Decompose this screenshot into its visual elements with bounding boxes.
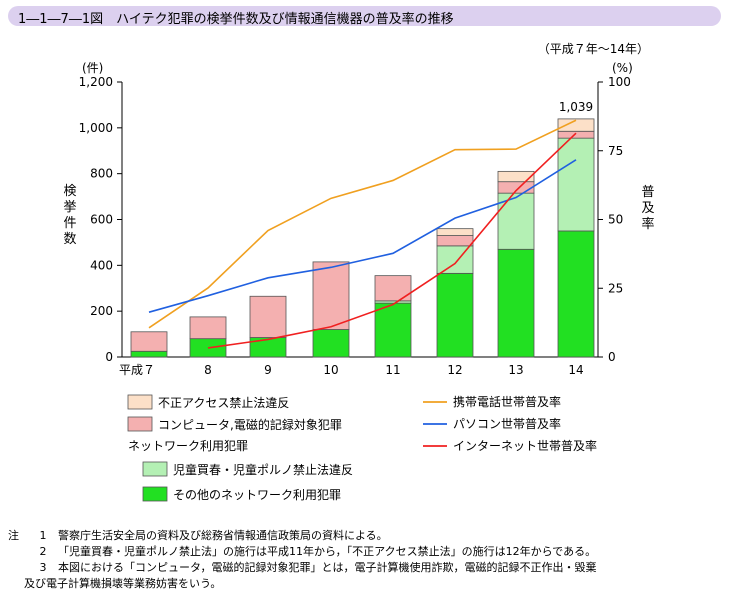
bar-segment xyxy=(497,248,535,358)
note-1: 注 1 警察庁生活安全局の資料及び総務省情報通信政策局の資料による。 xyxy=(8,528,596,544)
legend-label: 児童買春・児童ポルノ禁止法違反 xyxy=(173,462,353,477)
note-number: 3 xyxy=(39,561,47,574)
x-tick-label: 10 xyxy=(323,363,338,377)
legend-label: その他のネットワーク利用犯罪 xyxy=(173,488,341,502)
left-tick-label: 400 xyxy=(90,258,113,272)
left-tick-label: 800 xyxy=(90,167,113,181)
right-tick-label: 75 xyxy=(608,144,623,158)
bar-segment xyxy=(436,245,474,274)
legend-swatch xyxy=(142,461,168,477)
bar-segment xyxy=(557,130,595,139)
notes: 注 1 警察庁生活安全局の資料及び総務省情報通信政策局の資料による。 2 「児童… xyxy=(8,528,596,592)
left-axis-title-char: 件 xyxy=(63,216,76,231)
right-axis-unit: (%) xyxy=(612,61,633,75)
x-tick-label: 12 xyxy=(447,363,462,377)
legend-label: 不正アクセス禁止法違反 xyxy=(158,396,289,410)
bar-segment xyxy=(436,228,474,236)
note-number: 1 xyxy=(39,529,47,542)
x-tick-label: 8 xyxy=(204,363,212,377)
chart-title: 1―1―7―1図 ハイテク犯罪の検挙件数及び情報通信機器の普及率の推移 xyxy=(18,12,454,27)
legend-swatch xyxy=(142,486,168,502)
left-axis-title-char: 挙 xyxy=(63,200,76,215)
left-tick-label: 1,200 xyxy=(79,75,113,89)
note-text: 「児童買春・児童ポルノ禁止法」の施行は平成11年から，「不正アクセス禁止法」の施… xyxy=(58,545,597,558)
legend-swatch xyxy=(127,394,153,410)
period-label: （平成７年～14年） xyxy=(537,42,649,56)
x-tick-label: 11 xyxy=(385,363,400,377)
chart-canvas: 0 200 400 600 800 1,000 1,200 0 25 50 75 100 (件) (%) 検… xyxy=(63,61,654,502)
right-axis-title-char: 及 xyxy=(641,201,654,216)
right-tick-label: 0 xyxy=(608,350,616,364)
legend-label: 携帯電話世帯普及率 xyxy=(453,394,561,409)
bar-segment xyxy=(312,329,350,358)
bar-segment xyxy=(189,316,227,340)
bar-segment xyxy=(497,192,535,250)
legend-label: インターネット世帯普及率 xyxy=(453,438,597,453)
bar-segment xyxy=(497,170,535,183)
title-bar xyxy=(8,6,721,26)
bar-segment xyxy=(312,261,350,330)
bar-segment xyxy=(130,350,168,358)
bar-segment xyxy=(436,272,474,358)
left-axis-title-char: 数 xyxy=(63,232,76,247)
left-tick-label: 0 xyxy=(105,350,113,364)
left-tick-label: 200 xyxy=(90,304,113,318)
x-tick-label: 9 xyxy=(264,363,272,377)
right-tick-label: 50 xyxy=(608,213,623,227)
legend-label: パソコン世帯普及率 xyxy=(453,416,561,431)
note-2: 2 「児童買春・児童ポルノ禁止法」の施行は平成11年から，「不正アクセス禁止法」… xyxy=(8,544,597,560)
note-3: 3 本図における「コンピュータ，電磁的記録対象犯罪」とは，電子計算機使用詐欺，電… xyxy=(8,560,597,576)
note-label xyxy=(8,560,28,576)
bar-segment xyxy=(436,235,474,247)
series-line xyxy=(148,119,577,329)
legend-group-label: ネットワーク利用犯罪 xyxy=(128,439,248,453)
note-label: 注 xyxy=(8,529,19,542)
bar-segment xyxy=(374,302,412,358)
note-3-continued: 及び電子計算機損壊等業務妨害をいう。 xyxy=(8,576,596,592)
legend-label: コンピュータ,電磁的記録対象犯罪 xyxy=(158,417,342,432)
series-line xyxy=(207,132,577,349)
x-tick-label: 平成７ xyxy=(119,363,155,377)
left-axis-title-char: 検 xyxy=(63,184,76,199)
left-axis-unit: (件) xyxy=(82,61,103,75)
left-tick-label: 600 xyxy=(90,213,113,227)
x-tick-label: 14 xyxy=(568,363,583,377)
bar-segment xyxy=(557,137,595,232)
bar-total-label: 1,039 xyxy=(559,100,593,114)
legend-swatch xyxy=(127,416,153,432)
bar-segment xyxy=(249,295,287,338)
note-text: 警察庁生活安全局の資料及び総務省情報通信政策局の資料による。 xyxy=(58,529,388,542)
right-axis-title-char: 率 xyxy=(641,216,654,232)
series-line xyxy=(148,159,577,313)
note-number: 2 xyxy=(39,545,47,558)
note-text: 及び電子計算機損壊等業務妨害をいう。 xyxy=(24,577,222,590)
bar-segment xyxy=(130,331,168,352)
note-text: 本図における「コンピュータ，電磁的記録対象犯罪」とは，電子計算機使用詐欺，電磁的… xyxy=(58,561,597,574)
note-label xyxy=(8,544,28,560)
left-tick-label: 1,000 xyxy=(79,121,113,135)
right-tick-label: 100 xyxy=(608,75,631,89)
right-axis-title-char: 普 xyxy=(641,185,654,200)
x-tick-label: 13 xyxy=(508,363,523,377)
bar-segment xyxy=(557,230,595,358)
bar-segment xyxy=(557,118,595,132)
right-tick-label: 25 xyxy=(608,281,623,295)
